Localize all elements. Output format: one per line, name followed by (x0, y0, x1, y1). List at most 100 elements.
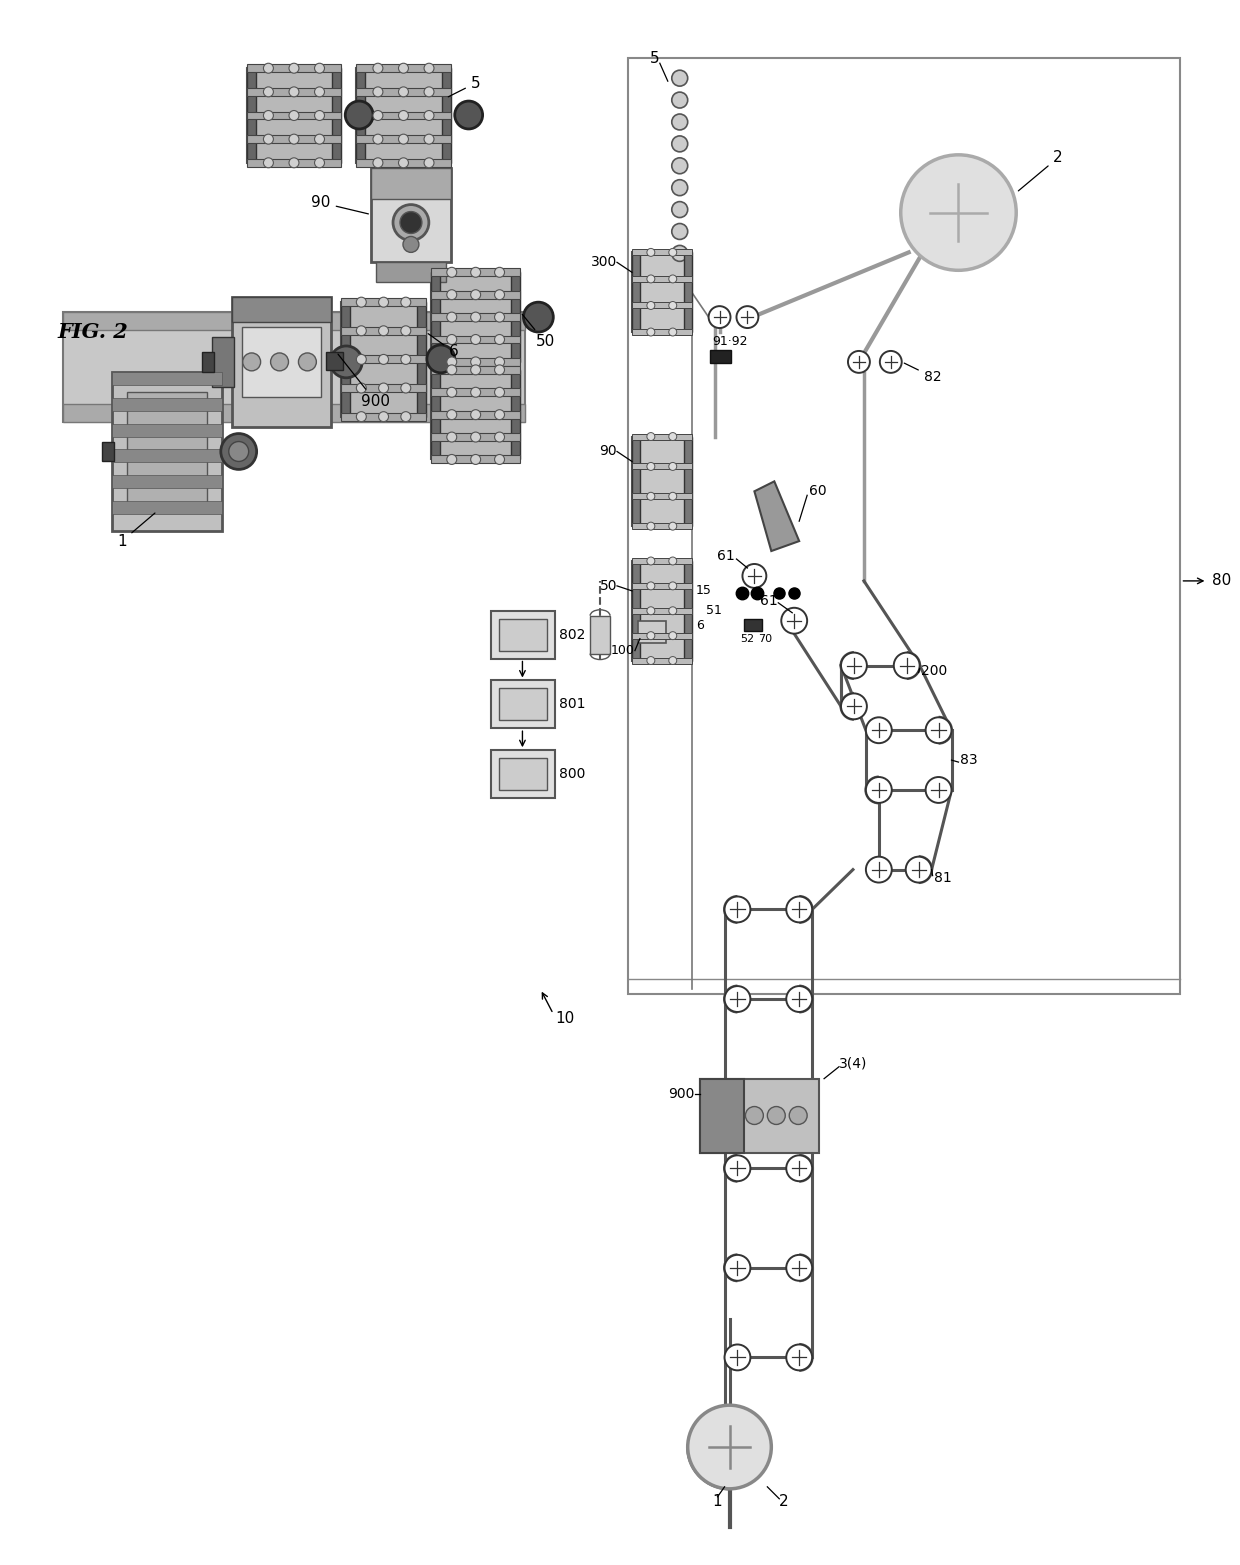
Text: 5: 5 (449, 75, 480, 97)
Circle shape (401, 412, 410, 421)
Bar (247, 111, 341, 119)
Circle shape (356, 412, 366, 421)
Circle shape (471, 365, 481, 376)
Bar (430, 366, 521, 374)
Circle shape (471, 410, 481, 419)
Circle shape (672, 70, 688, 86)
Bar (632, 437, 692, 526)
Text: 81: 81 (934, 870, 951, 884)
Circle shape (424, 63, 434, 74)
Circle shape (471, 454, 481, 465)
Text: 2: 2 (779, 1495, 789, 1509)
Circle shape (345, 102, 373, 128)
Bar (356, 69, 365, 163)
Circle shape (647, 329, 655, 336)
Circle shape (900, 155, 1017, 271)
Circle shape (781, 607, 807, 634)
Circle shape (786, 986, 812, 1013)
Text: 6: 6 (696, 620, 703, 632)
Bar (332, 69, 341, 163)
Text: 5: 5 (650, 50, 660, 66)
Circle shape (786, 1155, 812, 1182)
Circle shape (471, 387, 481, 398)
Circle shape (495, 290, 505, 299)
Circle shape (289, 111, 299, 121)
Text: 60: 60 (810, 484, 827, 498)
Circle shape (668, 557, 677, 565)
Circle shape (289, 88, 299, 97)
Bar (341, 299, 425, 307)
Bar (356, 64, 451, 72)
Circle shape (668, 523, 677, 531)
Circle shape (263, 111, 273, 121)
Bar (498, 689, 547, 720)
Bar (699, 1078, 744, 1153)
Text: 802: 802 (559, 628, 585, 642)
Bar (430, 358, 521, 366)
Circle shape (471, 432, 481, 441)
Bar (341, 413, 425, 421)
Circle shape (647, 607, 655, 615)
Circle shape (471, 357, 481, 366)
Text: FIG. 2: FIG. 2 (57, 322, 128, 343)
Bar (441, 69, 451, 163)
Circle shape (495, 268, 505, 277)
Circle shape (446, 410, 456, 419)
Circle shape (647, 249, 655, 257)
Circle shape (841, 693, 867, 720)
Bar (632, 463, 692, 469)
Circle shape (672, 180, 688, 196)
Circle shape (647, 523, 655, 531)
Circle shape (398, 135, 408, 144)
Circle shape (446, 432, 456, 441)
Bar (632, 249, 692, 255)
Circle shape (925, 778, 951, 803)
Circle shape (228, 441, 249, 462)
Bar (491, 681, 556, 728)
Bar (709, 351, 732, 363)
Circle shape (427, 344, 455, 372)
Circle shape (894, 653, 920, 679)
Circle shape (401, 211, 422, 233)
Text: 10: 10 (556, 1011, 574, 1027)
Circle shape (263, 63, 273, 74)
Bar (113, 398, 222, 410)
Bar (417, 302, 425, 416)
Circle shape (495, 311, 505, 322)
Circle shape (263, 88, 273, 97)
Text: 50: 50 (522, 315, 554, 349)
Circle shape (672, 136, 688, 152)
Circle shape (523, 302, 553, 332)
Bar (632, 434, 692, 440)
Circle shape (378, 326, 388, 336)
Circle shape (786, 897, 812, 922)
Circle shape (373, 135, 383, 144)
Circle shape (263, 158, 273, 167)
Circle shape (373, 158, 383, 167)
Text: 300: 300 (590, 255, 618, 269)
Bar (683, 252, 692, 332)
Circle shape (724, 986, 750, 1013)
Circle shape (401, 326, 410, 336)
Bar (430, 388, 521, 396)
Bar (683, 560, 692, 660)
Circle shape (724, 897, 750, 922)
Text: 800: 800 (559, 767, 585, 781)
Bar (356, 158, 451, 167)
Bar (632, 632, 692, 639)
Bar (371, 167, 451, 199)
Bar (356, 111, 451, 119)
Circle shape (446, 387, 456, 398)
Bar (430, 369, 521, 460)
Circle shape (446, 357, 456, 366)
Circle shape (315, 158, 325, 167)
Bar (683, 437, 692, 526)
Circle shape (471, 311, 481, 322)
Bar (430, 369, 440, 460)
Circle shape (446, 311, 456, 322)
Circle shape (315, 111, 325, 121)
Bar (744, 618, 763, 631)
Circle shape (668, 607, 677, 615)
Circle shape (880, 351, 901, 372)
Bar (498, 757, 547, 790)
